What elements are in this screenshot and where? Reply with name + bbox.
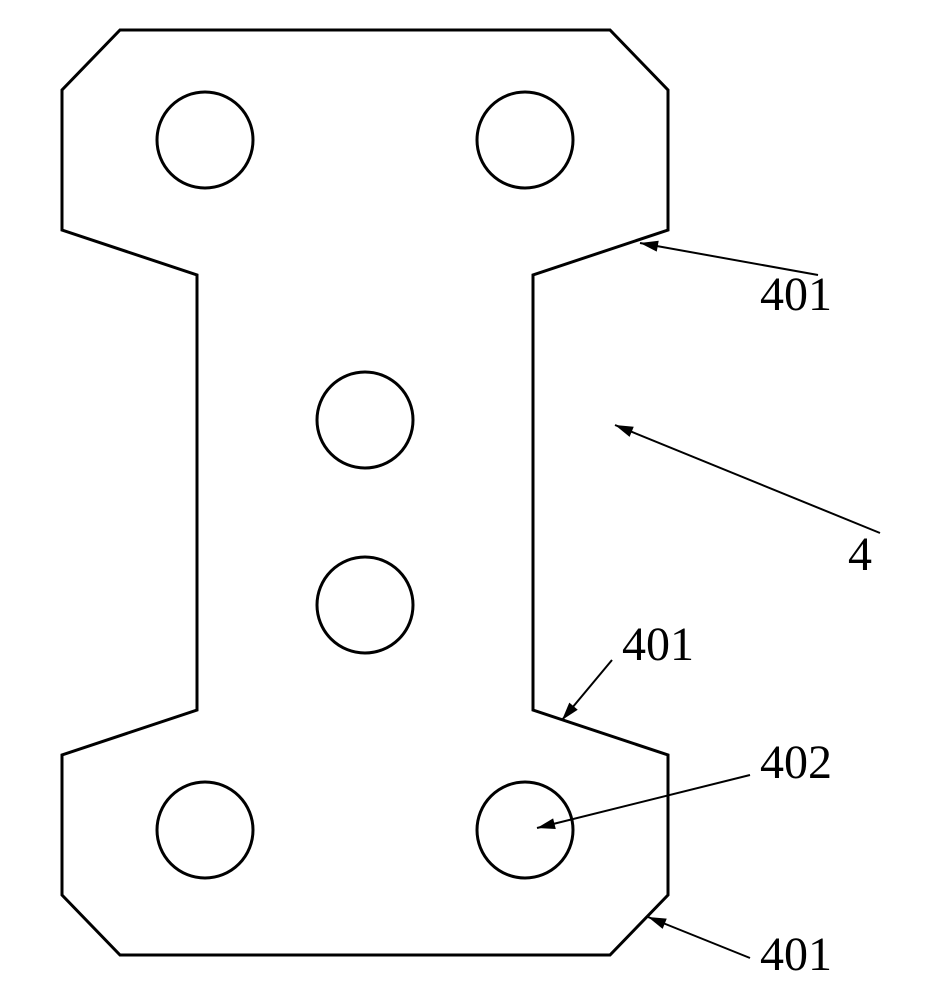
- callout-label-401-upper: 401: [760, 268, 832, 321]
- callout-label-402: 402: [760, 736, 832, 789]
- callout-label-401-mid: 401: [622, 618, 694, 671]
- callout-label-4: 4: [848, 528, 872, 581]
- callout-label-401-lower: 401: [760, 928, 832, 981]
